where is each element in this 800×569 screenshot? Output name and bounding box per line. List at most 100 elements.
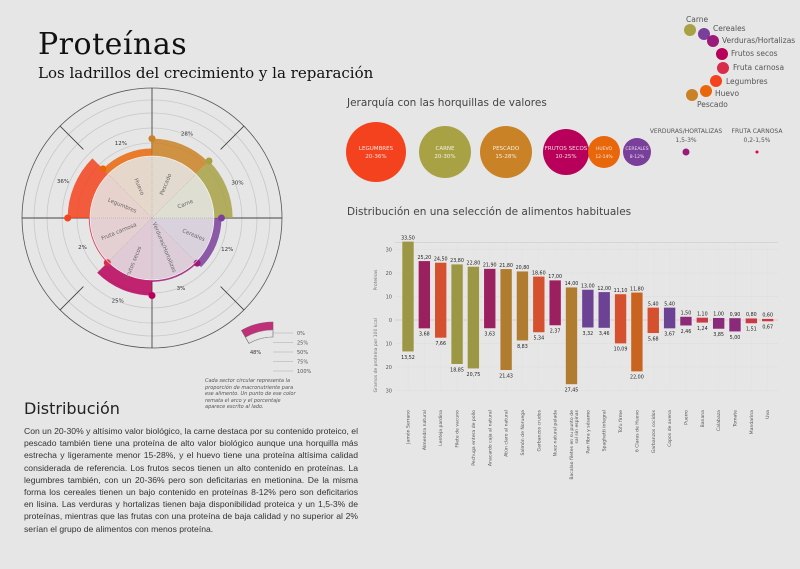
bar-top-label: 20,80 — [516, 265, 530, 271]
body-paragraph: Con un 20-30% y altísimo valor biológico… — [24, 426, 358, 534]
bar-top-label: 1,10 — [697, 311, 708, 317]
bar-bottom-label: 5,68 — [648, 336, 659, 342]
legend-label: Huevo — [715, 89, 739, 98]
category-label: Nuez natural pelada — [553, 410, 559, 457]
radial-base-sector — [90, 174, 152, 218]
y-tick-label: 20 — [386, 365, 392, 371]
bubble-range: 12-14% — [595, 154, 613, 160]
key-tick-label: 50% — [297, 350, 308, 356]
bar-bottom-label: 21,43 — [499, 373, 513, 379]
key-example-label: 48% — [250, 350, 261, 356]
bar-bottom-label: 7,66 — [435, 341, 446, 347]
bar-bottom-label: 27,45 — [565, 388, 579, 394]
bar-top-label: 5,40 — [664, 301, 675, 307]
radial-axis — [220, 125, 245, 150]
radial-base-sector — [152, 218, 214, 262]
category-label: Almendra natural — [422, 410, 428, 450]
bar-1 — [418, 260, 431, 329]
bubble-2 — [480, 126, 532, 178]
category-label: Banana — [700, 410, 706, 428]
bar-bottom-label: 0,67 — [762, 325, 773, 331]
bar-bottom-label: 3,46 — [599, 331, 610, 337]
bubble-3 — [543, 129, 589, 175]
radial-value-label: 2% — [78, 245, 87, 251]
bar-bottom-label: 3,63 — [484, 332, 495, 338]
category-label: Pechuga entera de pollo — [471, 410, 477, 466]
key-tick-label: 25% — [297, 341, 308, 347]
y-tick-label: 30 — [386, 248, 392, 254]
bar-bottom-label: 3,32 — [583, 331, 594, 337]
bar-top-label: 21,90 — [483, 263, 497, 269]
category-label: Garbanzos cocidos — [651, 409, 657, 453]
bar-5 — [483, 268, 497, 329]
radial-end-dot — [205, 157, 213, 165]
section-title: Distribución — [24, 399, 120, 418]
category-label: Garbanzos crudos — [536, 409, 542, 451]
bar-22 — [761, 318, 775, 322]
bar-top-label: 17,00 — [548, 274, 562, 280]
category-label: Salmón de Noruega — [519, 410, 526, 456]
legend-dot-0 — [684, 24, 696, 36]
bar-top-label: 18,60 — [532, 270, 546, 276]
legend-dot-4 — [717, 62, 729, 74]
bubble-label: FRUTA CARNOSA — [732, 128, 784, 135]
legend-dot-1 — [698, 28, 710, 40]
radial-base-sector — [108, 156, 152, 218]
legend-dot-2 — [707, 35, 719, 47]
bar-top-label: 24,50 — [434, 256, 448, 262]
legend-label: Carne — [686, 15, 709, 24]
radial-divider — [108, 217, 153, 262]
key-tick-label: 75% — [297, 360, 308, 366]
category-label: Bacalao filetes en su punto de — [569, 410, 575, 480]
bubble-range: 0,2-1,5% — [744, 137, 771, 144]
legend-dot-5 — [710, 75, 722, 87]
bubble-range: 10-25% — [555, 154, 576, 160]
key-tick-label: 100% — [297, 369, 312, 375]
radial-divider — [151, 174, 196, 219]
bubble-label: PESCADO — [493, 146, 520, 152]
radial-value-label: 36% — [57, 179, 69, 185]
radial-end-dot — [103, 259, 111, 267]
bar-16 — [663, 307, 676, 329]
bar-top-label: 11,10 — [614, 288, 628, 294]
legend-label: Verduras/Hortalizas — [722, 36, 795, 45]
bar-17 — [679, 316, 693, 327]
bubble-label: VERDURAS/HORTALIZAS — [650, 128, 723, 135]
radial-divider — [151, 217, 196, 262]
legend-label: Pescado — [697, 100, 728, 109]
legend-label: Fruta carnosa — [733, 63, 784, 72]
bar-14 — [630, 291, 644, 372]
radial-arc-Pescado — [152, 138, 209, 175]
bar-top-label: 22,80 — [467, 260, 481, 266]
bar-18 — [695, 317, 709, 324]
bar-top-label: 33,50 — [401, 235, 415, 241]
radial-end-dot — [217, 214, 225, 222]
category-label: Jamón Serrano — [405, 410, 412, 445]
bar-chart-title: Distribución en una selección de aliment… — [347, 206, 632, 218]
category-label: Copos de avena — [667, 410, 673, 447]
radial-base-sector — [152, 156, 196, 218]
radial-sector-label: Carne — [177, 199, 195, 211]
legend-label: Frutos secos — [731, 49, 778, 58]
bar-top-label: 5,40 — [648, 301, 659, 307]
category-label: Filete de vacuno — [455, 410, 461, 448]
category-label: Calabaza — [716, 410, 722, 431]
radial-end-dot — [64, 214, 72, 222]
radial-value-label: 3% — [177, 286, 186, 292]
radial-base-sector — [152, 174, 214, 218]
bar-bottom-label: 18,85 — [450, 367, 464, 373]
radial-base-sector — [152, 218, 196, 280]
bar-top-label: 0,80 — [746, 312, 757, 318]
radial-end-dot — [99, 165, 107, 173]
radial-arc-Frutos secos — [97, 261, 152, 296]
bar-6 — [499, 268, 513, 371]
radial-divider — [108, 174, 153, 219]
bar-0 — [401, 240, 415, 353]
category-label: Anacardo caja al natural — [487, 410, 493, 466]
radial-key-caption: Cada sector circular representa la propo… — [205, 378, 296, 410]
category-label: Tomate — [733, 410, 739, 428]
radial-axis — [59, 286, 84, 311]
bubble-chart-title: Jerarquía con las horquillas de valores — [347, 97, 547, 109]
key-arc — [241, 322, 273, 338]
bubble-label: CEREALES — [625, 146, 648, 152]
